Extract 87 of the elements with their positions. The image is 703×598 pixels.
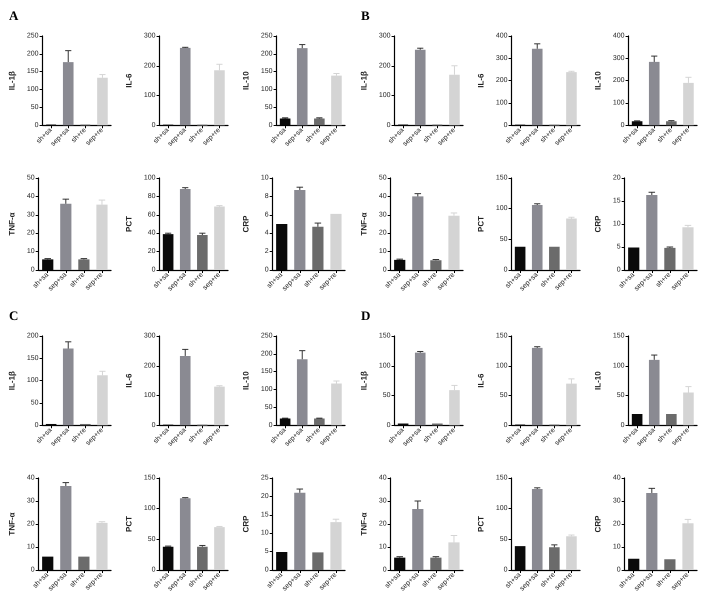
y-axis-title: CRP <box>594 514 602 532</box>
bar <box>314 118 325 126</box>
y-axis-title: IL-6 <box>124 372 134 388</box>
bar <box>532 48 543 126</box>
bar <box>666 414 677 426</box>
bar <box>414 352 426 426</box>
bar <box>96 204 108 270</box>
bar <box>532 204 543 270</box>
bar <box>180 356 191 426</box>
bar <box>430 558 442 570</box>
bar <box>78 556 90 570</box>
bar <box>214 527 225 570</box>
bar <box>180 498 191 570</box>
y-axis-title: IL-1β <box>8 70 16 90</box>
y-axis-title: PCT <box>476 216 486 232</box>
bar <box>296 359 308 426</box>
bar <box>566 384 577 426</box>
bar <box>96 522 108 570</box>
bar <box>214 386 225 426</box>
bar <box>532 489 543 570</box>
bar <box>294 492 306 570</box>
bar <box>414 50 426 126</box>
y-axis-title: TNF-α <box>360 212 368 236</box>
bar <box>648 360 660 426</box>
bar <box>78 259 90 270</box>
bar <box>294 190 306 270</box>
y-axis-title: CRP <box>242 514 250 532</box>
bar <box>97 375 108 426</box>
bar <box>566 536 577 570</box>
chart-title: D <box>361 308 370 323</box>
bar <box>180 189 191 270</box>
y-axis-title: PCT <box>124 216 134 232</box>
y-axis-title: IL-10 <box>242 70 250 90</box>
bar <box>449 390 460 426</box>
y-axis-title: IL-6 <box>124 72 134 88</box>
chart-title: B <box>361 8 370 23</box>
bar <box>62 348 74 426</box>
bar <box>666 121 677 126</box>
y-axis-title: IL-10 <box>242 370 250 390</box>
bar <box>314 418 325 426</box>
bar <box>646 195 658 270</box>
bar <box>197 235 208 270</box>
bar <box>180 48 191 126</box>
bar <box>330 214 342 270</box>
y-axis-title: IL-10 <box>594 370 602 390</box>
bar <box>549 246 560 270</box>
bar <box>412 509 424 570</box>
y-axis-title: TNF-α <box>8 512 16 536</box>
bar <box>664 559 676 570</box>
y-axis-title: CRP <box>594 214 602 232</box>
y-axis-title: IL-1β <box>8 370 16 390</box>
bar <box>331 76 342 126</box>
bar <box>312 226 324 270</box>
y-axis-title: IL-1β <box>360 70 368 90</box>
y-axis-title: IL-10 <box>594 70 602 90</box>
y-axis-title: CRP <box>242 214 250 232</box>
y-axis-title: PCT <box>124 516 134 532</box>
chart-title: C <box>9 308 18 323</box>
bar <box>664 248 676 270</box>
bar <box>62 62 74 126</box>
chart-title: A <box>9 8 19 23</box>
bar <box>682 227 694 270</box>
bar <box>197 546 208 570</box>
y-axis-title: IL-6 <box>476 72 486 88</box>
bar <box>60 486 72 570</box>
y-axis-title: TNF-α <box>360 512 368 536</box>
y-axis-title: TNF-α <box>8 212 16 236</box>
bar <box>549 547 560 570</box>
bar <box>682 523 694 570</box>
bar <box>430 260 442 270</box>
bar <box>214 206 225 270</box>
y-axis-title: IL-1β <box>360 370 368 390</box>
bar <box>648 62 660 126</box>
bar <box>448 216 460 270</box>
y-axis-title: PCT <box>476 516 486 532</box>
bar <box>331 384 342 426</box>
bar <box>296 48 308 126</box>
bar <box>566 72 577 126</box>
bar <box>97 78 108 126</box>
bar <box>330 522 342 570</box>
bar <box>312 552 324 570</box>
bar <box>60 204 72 270</box>
bar <box>566 218 577 270</box>
y-axis-title: IL-6 <box>476 372 486 388</box>
bar <box>646 492 658 570</box>
bar <box>412 196 424 270</box>
bar <box>532 348 543 426</box>
